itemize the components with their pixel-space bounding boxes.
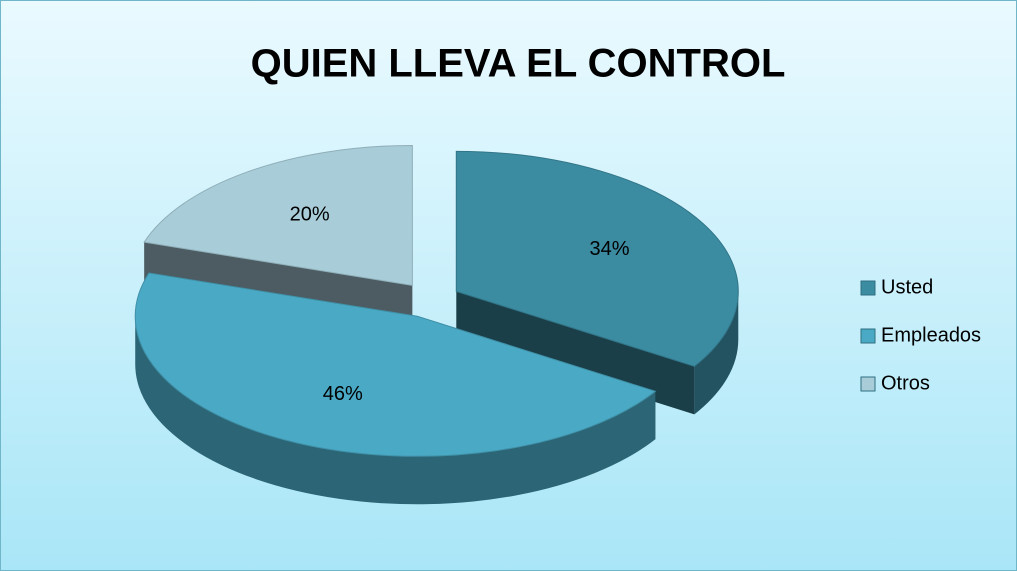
legend-label: Usted	[881, 276, 933, 298]
legend-label: Empleados	[881, 324, 981, 346]
legend-swatch	[860, 376, 876, 392]
data-label: 34%	[589, 238, 629, 260]
legend-swatch	[860, 280, 876, 296]
slice-top	[143, 144, 413, 287]
data-label: 46%	[323, 383, 363, 405]
data-label: 20%	[290, 203, 330, 225]
slice-side	[135, 316, 656, 505]
chart-title: QUIEN LLEVA EL CONTROL	[251, 42, 786, 86]
legend-swatch	[860, 328, 876, 344]
slice: 46%	[134, 272, 657, 505]
slice: 34%	[455, 150, 739, 415]
slice-top	[455, 150, 739, 367]
slice-side	[456, 291, 695, 415]
slice-top	[134, 272, 657, 457]
legend-label: Otros	[881, 372, 930, 394]
slice-side	[694, 291, 739, 415]
